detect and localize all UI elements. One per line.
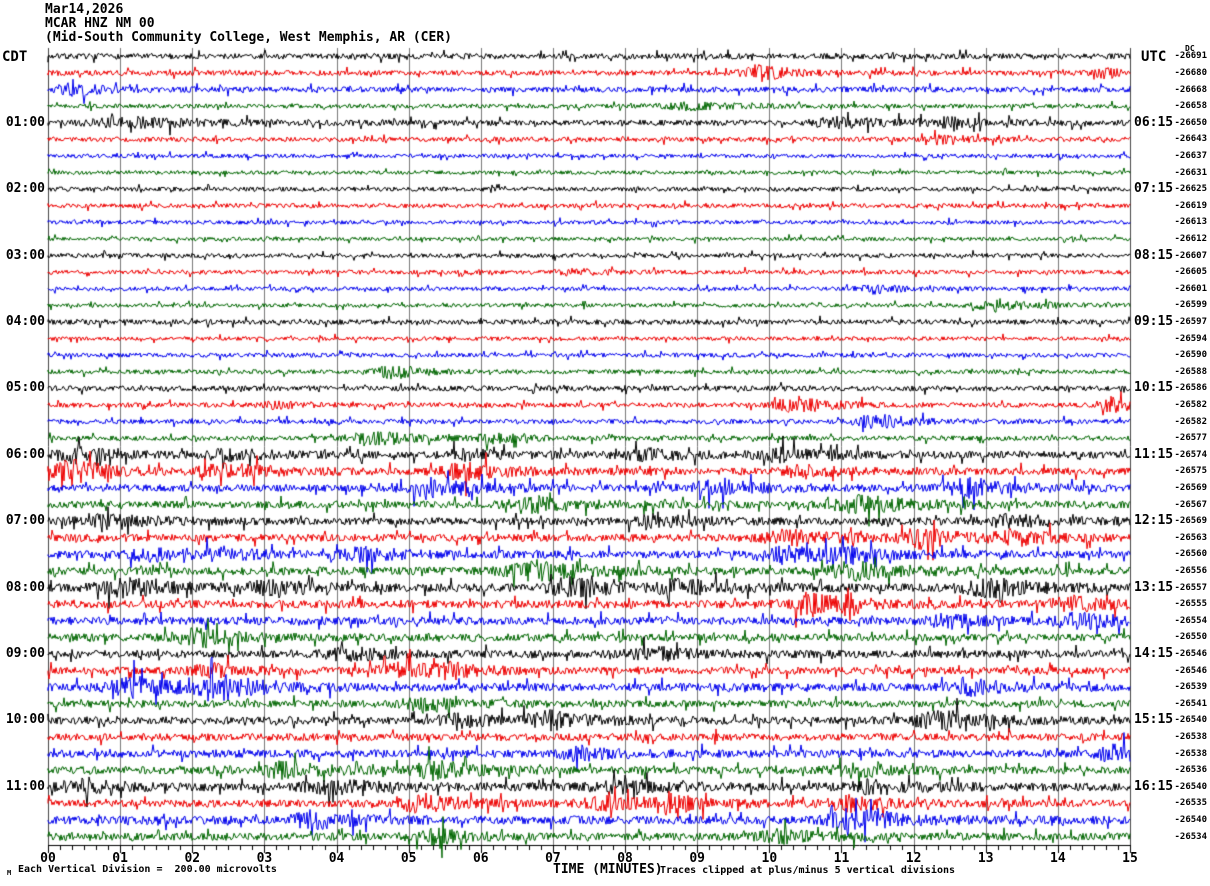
x-tick-label: 15 <box>1122 851 1138 866</box>
dc-value: -26539 <box>1174 682 1207 693</box>
dc-value: -26601 <box>1174 283 1207 294</box>
x-tick-label: 04 <box>328 851 345 866</box>
dc-column-header: DC <box>1185 44 1195 53</box>
dc-value: -26597 <box>1174 316 1207 327</box>
x-tick-label: 13 <box>977 851 994 866</box>
utc-label: 10:15 <box>1134 380 1174 396</box>
x-tick-label: 01 <box>112 851 128 866</box>
vertical-division-note: Each Vertical Division = 200.00 microvol… <box>18 864 277 875</box>
x-tick-label: 00 <box>40 851 56 866</box>
dc-value: -26575 <box>1174 466 1207 477</box>
watermark-logo: M <box>7 869 12 877</box>
cdt-label: 04:00 <box>5 313 45 329</box>
right-timezone-header: UTC <box>1141 49 1167 65</box>
dc-value: -26643 <box>1174 134 1207 145</box>
dc-value: -26556 <box>1174 566 1207 577</box>
utc-label: 15:15 <box>1134 712 1174 728</box>
dc-value: -26605 <box>1174 267 1207 278</box>
dc-value: -26540 <box>1174 815 1207 826</box>
cdt-label: 10:00 <box>5 712 45 728</box>
x-tick-label: 06 <box>472 851 489 866</box>
clip-note: Traces clipped at plus/minus 5 vertical … <box>660 865 956 876</box>
title-location: (Mid-South Community College, West Memph… <box>45 30 452 45</box>
dc-value: -26540 <box>1174 781 1207 792</box>
x-tick-label: 10 <box>761 851 778 866</box>
x-tick-label: 09 <box>689 851 706 866</box>
dc-value: -26567 <box>1174 499 1207 510</box>
dc-value: -26637 <box>1174 150 1207 161</box>
dc-value: -26538 <box>1174 732 1207 743</box>
dc-value: -26612 <box>1174 233 1207 244</box>
dc-value: -26550 <box>1174 632 1207 643</box>
x-tick-label: 03 <box>256 851 273 866</box>
dc-value: -26668 <box>1174 84 1207 95</box>
dc-value: -26691 <box>1174 51 1207 62</box>
dc-value: -26569 <box>1174 516 1207 527</box>
x-tick-label: 14 <box>1050 851 1066 866</box>
dc-value: -26582 <box>1174 399 1207 410</box>
dc-value: -26680 <box>1174 67 1207 78</box>
cdt-label: 01:00 <box>5 114 45 130</box>
dc-value: -26631 <box>1174 167 1207 178</box>
dc-value: -26590 <box>1174 350 1207 361</box>
dc-value: -26613 <box>1174 217 1207 228</box>
utc-label: 13:15 <box>1134 579 1174 595</box>
x-tick-label: 12 <box>905 851 922 866</box>
dc-value: -26534 <box>1174 831 1207 842</box>
cdt-label: 05:00 <box>5 380 45 396</box>
dc-value: -26563 <box>1174 532 1207 543</box>
cdt-label: 07:00 <box>5 513 45 529</box>
dc-value: -26541 <box>1174 698 1207 709</box>
x-tick-label: 05 <box>400 851 417 866</box>
x-tick-label: 11 <box>833 851 850 866</box>
dc-value: -26574 <box>1174 449 1207 460</box>
utc-label: 16:15 <box>1134 778 1174 794</box>
utc-label: 14:15 <box>1134 646 1174 662</box>
dc-value: -26555 <box>1174 599 1207 610</box>
dc-value: -26625 <box>1174 184 1207 195</box>
dc-value: -26619 <box>1174 200 1207 211</box>
utc-label: 11:15 <box>1134 446 1174 462</box>
title-date: Mar14,2026 <box>45 2 124 17</box>
x-tick-label: 02 <box>184 851 201 866</box>
dc-value: -26577 <box>1174 433 1207 444</box>
dc-value: -26650 <box>1174 117 1207 128</box>
cdt-label: 06:00 <box>5 446 45 462</box>
cdt-label: 11:00 <box>5 778 45 794</box>
cdt-label: 03:00 <box>5 247 45 263</box>
dc-value: -26535 <box>1174 798 1207 809</box>
left-timezone-header: CDT <box>2 49 28 65</box>
x-tick-label: 08 <box>617 851 633 866</box>
utc-label: 12:15 <box>1134 513 1174 529</box>
dc-value: -26554 <box>1174 615 1207 626</box>
dc-value: -26557 <box>1174 582 1207 593</box>
cdt-label: 08:00 <box>5 579 45 595</box>
dc-value: -26586 <box>1174 383 1207 394</box>
dc-value: -26538 <box>1174 748 1207 759</box>
dc-value: -26582 <box>1174 416 1207 427</box>
cdt-label: 09:00 <box>5 646 45 662</box>
dc-value: -26536 <box>1174 765 1207 776</box>
utc-label: 08:15 <box>1134 247 1174 263</box>
title-station: MCAR HNZ NM 00 <box>45 16 155 31</box>
dc-value: -26599 <box>1174 300 1207 311</box>
utc-label: 07:15 <box>1134 181 1174 197</box>
cdt-label: 02:00 <box>5 181 45 197</box>
dc-value: -26594 <box>1174 333 1207 344</box>
dc-value: -26546 <box>1174 665 1207 676</box>
dc-value: -26607 <box>1174 250 1207 261</box>
dc-value: -26569 <box>1174 483 1207 493</box>
dc-value: -26546 <box>1174 649 1207 660</box>
dc-value: -26588 <box>1174 366 1207 377</box>
dc-value: -26540 <box>1174 715 1207 726</box>
utc-label: 09:15 <box>1134 313 1174 329</box>
utc-label: 06:15 <box>1134 114 1174 130</box>
dc-value: -26658 <box>1174 101 1207 112</box>
x-tick-label: 07 <box>545 851 561 866</box>
x-axis-title: TIME (MINUTES) <box>553 862 663 877</box>
dc-value: -26560 <box>1174 549 1207 560</box>
